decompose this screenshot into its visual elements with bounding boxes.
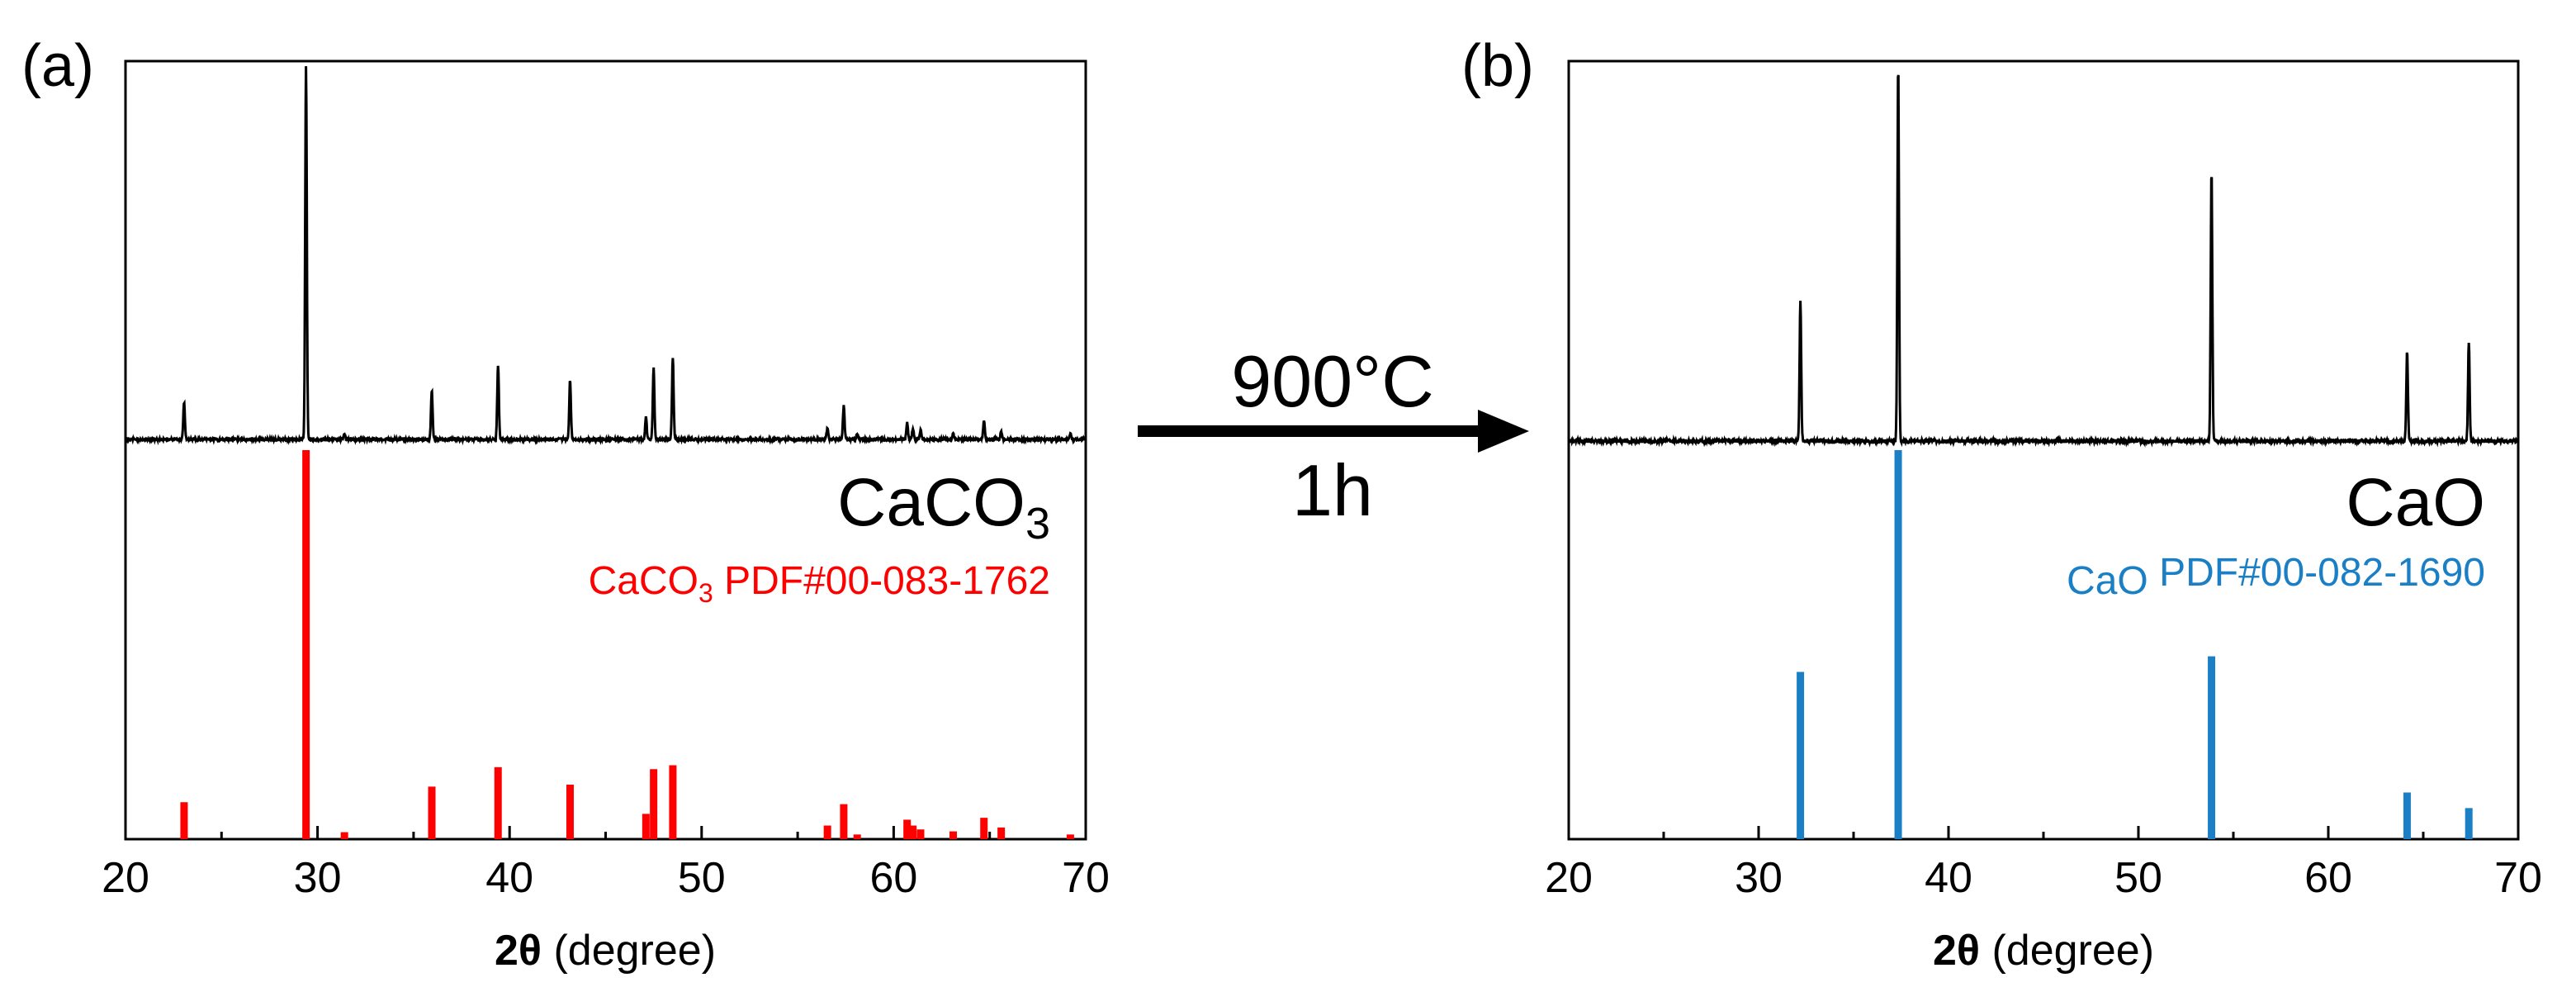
x-tick-label-b-2: 40 [1925, 854, 1972, 902]
reference-label-b: CaO PDF#00-082-1690 [2067, 551, 2485, 603]
x-axis-ticks-b: 20 30 40 50 60 70 [1545, 826, 2542, 902]
plot-frame-a [124, 59, 1087, 841]
x-tick-label-b-0: 20 [1545, 854, 1593, 902]
x-axis-label-b: 2θ (degree) [1933, 927, 2154, 975]
plot-frame-b [1567, 59, 2520, 841]
diffraction-pattern-b [1567, 74, 2520, 448]
x-tick-label-a-0: 20 [102, 854, 149, 902]
panel-a: (a) 20 30 40 50 60 70 CaCO3 CaCO3 PDF#00-083-… [21, 33, 1110, 975]
sample-label-a: CaCO3 [837, 465, 1050, 548]
x-tick-label-a-2: 40 [485, 854, 533, 902]
x-tick-label-b-4: 60 [2304, 854, 2352, 902]
x-tick-label-a-5: 70 [1062, 854, 1110, 902]
reference-lines-b [1797, 450, 2473, 839]
diffraction-pattern-a [124, 66, 1087, 446]
x-axis-ticks-a: 20 30 40 50 60 70 [102, 826, 1110, 902]
x-tick-label-b-1: 30 [1735, 854, 1783, 902]
arrow-head-icon [1478, 410, 1529, 453]
x-axis-label-a: 2θ (degree) [495, 927, 716, 975]
x-tick-label-b-5: 70 [2494, 854, 2542, 902]
x-tick-label-a-1: 30 [294, 854, 342, 902]
x-tick-label-a-3: 50 [678, 854, 726, 902]
panel-label-a: (a) [21, 33, 94, 99]
reference-label-a: CaCO3 PDF#00-083-1762 [589, 559, 1050, 608]
reference-lines-a [180, 450, 1074, 839]
x-tick-label-b-3: 50 [2114, 854, 2162, 902]
transformation-arrow: 900°C 1h [1138, 340, 1529, 531]
panel-b: (b) 20 30 40 50 60 70 CaO CaO PDF#00-082-1690… [1461, 33, 2542, 975]
panel-label-b: (b) [1461, 33, 1534, 99]
arrow-bottom-label: 1h [1292, 449, 1373, 531]
x-tick-label-a-4: 60 [869, 854, 917, 902]
sample-label-b: CaO [2346, 465, 2485, 540]
arrow-top-label: 900°C [1231, 340, 1434, 422]
